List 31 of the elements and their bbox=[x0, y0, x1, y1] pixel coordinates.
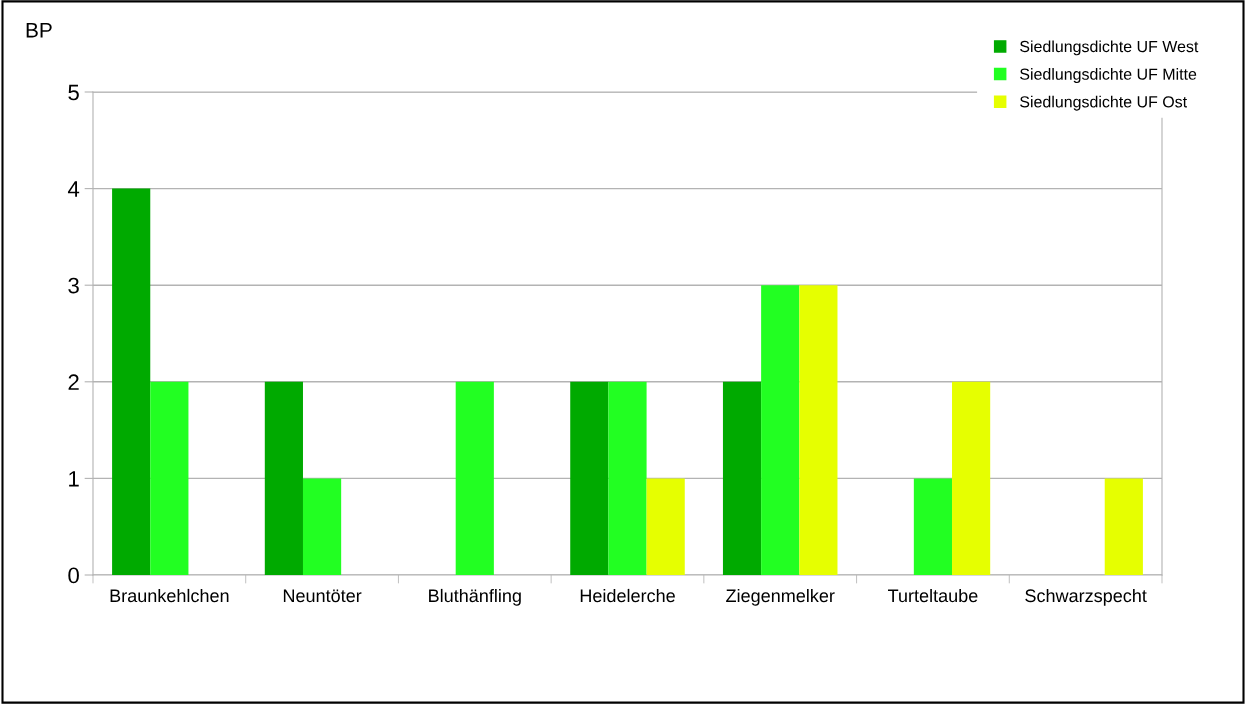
bar bbox=[112, 188, 151, 575]
y-tick-label: 0 bbox=[68, 567, 79, 584]
x-tick-label: Ziegenmelker bbox=[726, 588, 835, 606]
bar bbox=[913, 478, 953, 575]
bar bbox=[264, 381, 303, 575]
x-tick-label: Turteltaube bbox=[888, 588, 978, 603]
y-tick-label: 5 bbox=[68, 84, 79, 101]
bar bbox=[150, 381, 189, 575]
y-axis-title: BP bbox=[26, 23, 52, 38]
legend-label: Siedlungsdichte UF Ost bbox=[1020, 95, 1188, 111]
y-tick-label: 1 bbox=[69, 471, 79, 487]
bar bbox=[722, 381, 762, 575]
bar bbox=[761, 285, 800, 575]
bar bbox=[570, 381, 609, 575]
bar bbox=[799, 285, 838, 575]
bar bbox=[1104, 478, 1143, 575]
bar bbox=[302, 478, 342, 575]
x-tick-label: Braunkehlchen bbox=[110, 588, 229, 603]
y-tick-label: 4 bbox=[67, 181, 80, 197]
y-tick-label: 2 bbox=[68, 374, 79, 390]
bar bbox=[952, 381, 991, 575]
legend-label: Siedlungsdichte UF Mitte bbox=[1020, 68, 1197, 83]
x-tick-label: Schwarzspecht bbox=[1025, 588, 1147, 606]
x-tick-label: Heidelerche bbox=[580, 588, 675, 603]
bar bbox=[646, 478, 685, 575]
y-tick-label: 3 bbox=[68, 277, 79, 294]
x-tick-label: Neuntöter bbox=[283, 589, 362, 603]
bar bbox=[608, 381, 647, 575]
x-tick-label: Bluthänfling bbox=[429, 588, 521, 606]
legend-label: Siedlungsdichte UF West bbox=[1020, 40, 1199, 56]
bar bbox=[455, 381, 494, 575]
